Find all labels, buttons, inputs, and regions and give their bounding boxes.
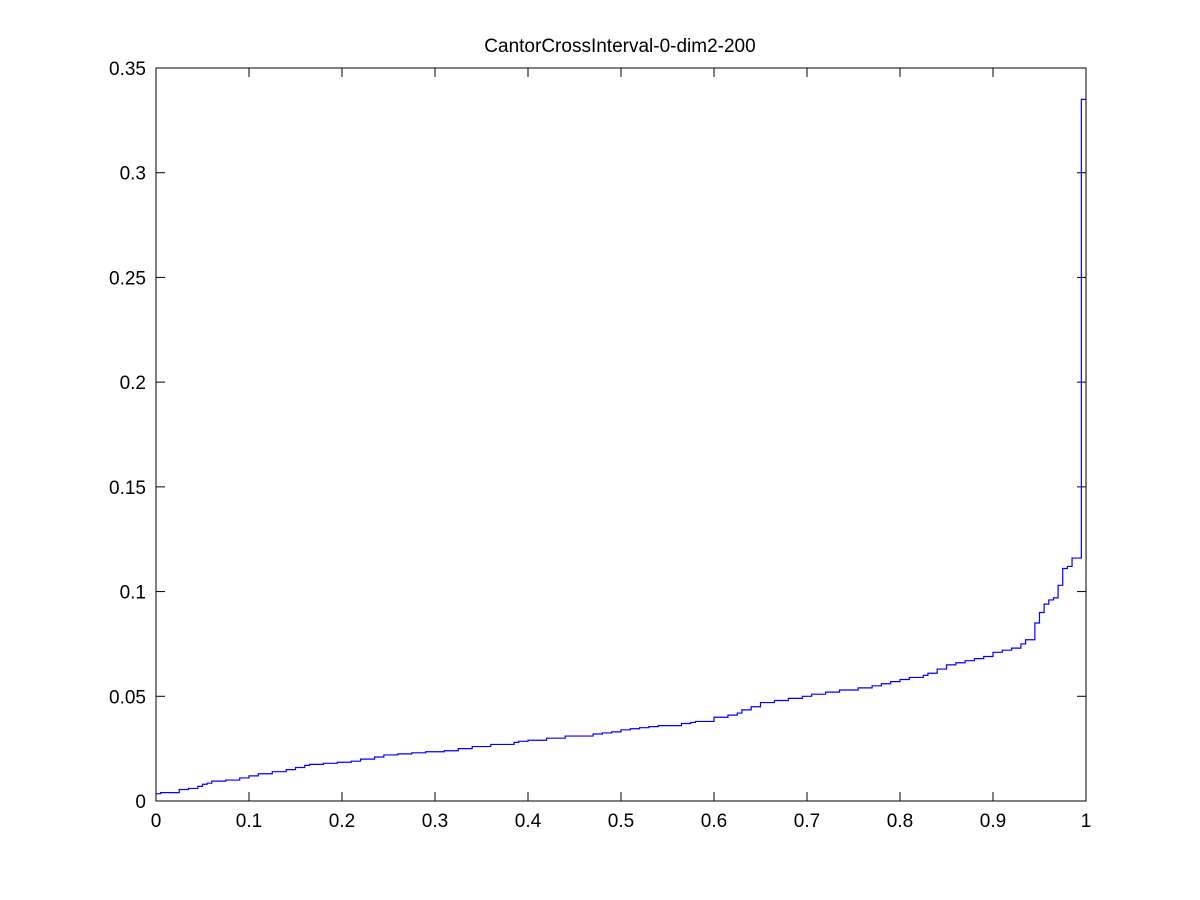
x-tick-label: 0.6 <box>701 811 727 832</box>
x-tick-label: 0.1 <box>236 811 262 832</box>
y-tick-label: 0.3 <box>120 164 146 185</box>
x-tick-label: 0.3 <box>422 811 448 832</box>
x-tick-label: 0.7 <box>794 811 820 832</box>
x-tick-label: 0.2 <box>329 811 355 832</box>
y-tick-label: 0.15 <box>109 478 146 499</box>
y-tick-label: 0.25 <box>109 268 146 289</box>
x-tick-label: 1 <box>1081 811 1092 832</box>
y-tick-label: 0.05 <box>109 687 146 708</box>
axes-box <box>155 67 1087 802</box>
series-line <box>156 98 1086 795</box>
y-tick-label: 0 <box>135 792 146 813</box>
x-tick-label: 0.5 <box>608 811 634 832</box>
plot-area <box>156 98 1086 795</box>
chart-title: CantorCrossInterval-0-dim2-200 <box>484 36 755 57</box>
axes: 0 0.1 0.2 0.3 0.4 0.5 0.6 0.7 0.8 0.9 1 0 0.05 0.1 0.1… <box>109 59 1091 832</box>
y-tick-label: 0.1 <box>120 583 146 604</box>
x-tick-label: 0 <box>151 811 162 832</box>
x-tick-label: 0.9 <box>980 811 1006 832</box>
x-tick-label: 0.4 <box>515 811 542 832</box>
y-tick-label: 0.2 <box>120 373 146 394</box>
x-tick-label: 0.8 <box>887 811 913 832</box>
y-tick-label: 0.35 <box>109 59 146 80</box>
